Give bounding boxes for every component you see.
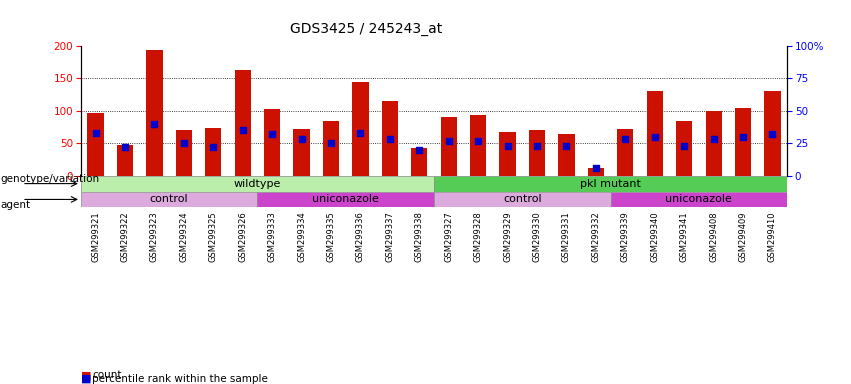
Point xyxy=(707,136,721,142)
Point xyxy=(619,136,632,142)
Text: GSM299339: GSM299339 xyxy=(621,211,630,262)
Bar xyxy=(588,168,604,176)
Point xyxy=(736,134,750,140)
Text: GSM299410: GSM299410 xyxy=(768,211,777,262)
Bar xyxy=(441,118,457,176)
Bar xyxy=(257,192,434,207)
Text: GSM299322: GSM299322 xyxy=(121,211,129,262)
Bar xyxy=(558,134,574,176)
Bar xyxy=(470,116,486,176)
Text: percentile rank within the sample: percentile rank within the sample xyxy=(92,374,268,384)
Text: agent: agent xyxy=(1,200,31,210)
Text: GSM299334: GSM299334 xyxy=(297,211,306,262)
Point xyxy=(648,134,661,140)
Text: GSM299335: GSM299335 xyxy=(327,211,335,262)
Bar xyxy=(676,121,692,176)
Bar xyxy=(529,130,545,176)
Text: GSM299327: GSM299327 xyxy=(444,211,454,262)
Point xyxy=(118,144,132,150)
Text: GSM299337: GSM299337 xyxy=(386,211,394,262)
Point xyxy=(677,143,691,149)
Bar xyxy=(235,70,251,176)
Bar xyxy=(500,132,516,176)
Point xyxy=(354,130,368,136)
Bar xyxy=(705,111,722,176)
Bar xyxy=(81,176,434,192)
Text: GSM299324: GSM299324 xyxy=(180,211,188,262)
Text: GSM299338: GSM299338 xyxy=(414,211,424,262)
Bar xyxy=(434,176,787,192)
Bar xyxy=(647,91,663,176)
Point xyxy=(442,137,455,144)
Point xyxy=(383,136,397,142)
Text: wildtype: wildtype xyxy=(234,179,281,189)
Bar xyxy=(610,192,787,207)
Text: GSM299336: GSM299336 xyxy=(356,211,365,262)
Bar xyxy=(764,91,780,176)
Text: uniconazole: uniconazole xyxy=(665,194,733,204)
Point xyxy=(207,144,220,150)
Point xyxy=(89,130,102,136)
Text: GSM299331: GSM299331 xyxy=(562,211,571,262)
Text: GSM299329: GSM299329 xyxy=(503,211,512,262)
Text: GSM299409: GSM299409 xyxy=(739,211,747,262)
Bar xyxy=(264,109,280,176)
Point xyxy=(560,143,574,149)
Text: count: count xyxy=(92,370,122,380)
Bar xyxy=(176,130,192,176)
Point xyxy=(500,143,514,149)
Bar xyxy=(735,108,751,176)
Point xyxy=(236,127,249,133)
Point xyxy=(147,121,161,127)
Bar xyxy=(323,121,339,176)
Point xyxy=(413,147,426,153)
Text: ■: ■ xyxy=(81,370,91,380)
Bar xyxy=(411,149,427,176)
Bar xyxy=(617,129,633,176)
Text: GSM299326: GSM299326 xyxy=(238,211,247,262)
Text: GSM299340: GSM299340 xyxy=(650,211,660,262)
Text: GSM299333: GSM299333 xyxy=(268,211,277,262)
Bar xyxy=(294,129,310,176)
Bar xyxy=(117,145,133,176)
Point xyxy=(766,131,780,137)
Point xyxy=(530,143,544,149)
Bar xyxy=(81,192,257,207)
Bar xyxy=(434,192,610,207)
Text: GSM299328: GSM299328 xyxy=(474,211,483,262)
Bar xyxy=(382,101,398,176)
Text: GSM299341: GSM299341 xyxy=(680,211,688,262)
Text: pkl mutant: pkl mutant xyxy=(580,179,641,189)
Text: GSM299330: GSM299330 xyxy=(533,211,541,262)
Point xyxy=(294,136,308,142)
Text: control: control xyxy=(150,194,188,204)
Text: GSM299321: GSM299321 xyxy=(91,211,100,262)
Bar xyxy=(146,50,163,176)
Text: GSM299323: GSM299323 xyxy=(150,211,159,262)
Point xyxy=(266,131,279,137)
Bar xyxy=(205,128,221,176)
Text: genotype/variation: genotype/variation xyxy=(1,174,100,184)
Point xyxy=(589,165,603,171)
Text: GSM299325: GSM299325 xyxy=(208,211,218,262)
Text: GSM299332: GSM299332 xyxy=(591,211,600,262)
Text: uniconazole: uniconazole xyxy=(312,194,380,204)
Text: GSM299408: GSM299408 xyxy=(709,211,718,262)
Bar xyxy=(88,113,104,176)
Bar xyxy=(352,83,368,176)
Point xyxy=(471,137,485,144)
Text: control: control xyxy=(503,194,541,204)
Text: GDS3425 / 245243_at: GDS3425 / 245243_at xyxy=(290,23,442,36)
Point xyxy=(177,140,191,146)
Point xyxy=(324,140,338,146)
Text: ■: ■ xyxy=(81,374,91,384)
